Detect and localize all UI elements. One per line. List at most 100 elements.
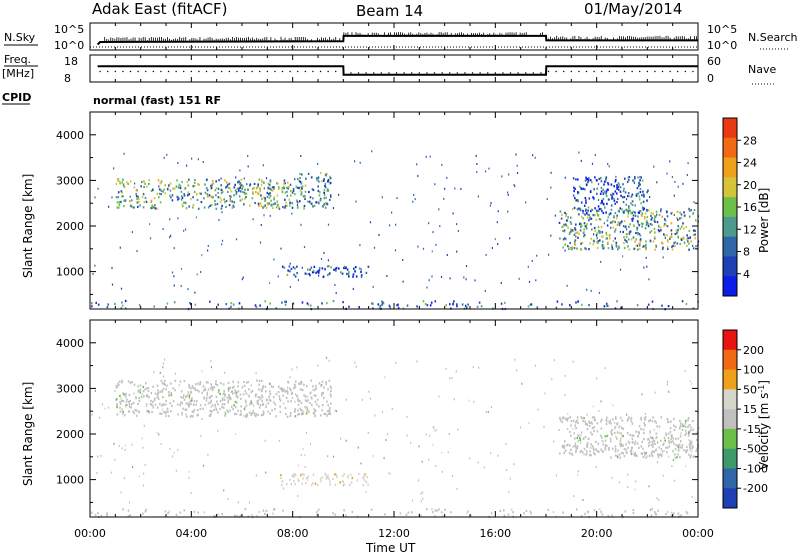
data-cell [429,155,431,158]
data-cell [323,412,325,415]
data-cell [674,241,676,244]
data-cell [144,196,147,200]
data-cell [693,455,696,458]
data-cell [245,192,248,195]
data-cell [180,268,183,270]
data-cell [614,230,616,233]
data-cell [237,385,239,388]
date-title: 01/May/2014 [584,0,682,18]
data-cell [179,404,182,407]
data-cell [630,212,632,215]
data-cell [559,419,562,422]
data-cell [569,241,571,245]
data-cell [338,193,340,196]
data-cell [416,163,418,166]
data-cell [686,446,688,449]
data-cell [426,508,428,511]
data-cell [239,393,242,396]
data-cell [250,391,252,394]
data-cell [595,465,597,468]
data-cell [91,302,93,305]
data-cell [681,300,684,303]
data-cell [663,436,666,439]
data-cell [649,231,651,234]
data-cell [602,202,605,205]
data-cell [183,398,186,401]
data-cell [643,417,646,420]
data-cell [310,443,312,446]
data-cell [683,211,685,214]
data-cell [573,186,575,189]
data-cell [611,195,613,198]
data-cell [555,474,557,477]
data-cell [312,197,314,200]
data-cell [182,396,184,399]
data-cell [609,221,612,224]
data-cell [615,241,618,244]
data-cell [246,183,248,186]
data-cell [692,247,695,250]
data-cell [614,212,617,215]
data-cell [167,410,169,413]
data-cell [499,509,501,513]
colorbar-tick-label: 200 [743,344,764,357]
data-cell [636,304,639,307]
data-cell [579,229,582,232]
data-cell [318,267,321,270]
data-cell [691,495,693,498]
data-cell [162,387,165,390]
data-cell [330,386,332,390]
data-cell [649,223,652,226]
data-cell [138,197,140,201]
data-cell [294,178,296,181]
colorbar-segment [723,157,737,178]
data-cell [249,204,251,207]
data-cell [111,283,114,286]
data-cell [630,420,633,423]
data-cell [618,453,621,456]
data-cell [436,509,438,512]
data-cell [265,405,267,408]
data-cell [666,215,669,218]
data-cell [627,211,630,214]
data-cell [635,244,638,247]
data-cell [639,176,641,179]
data-cell [323,178,325,181]
data-cell [207,453,209,456]
data-cell [237,390,240,393]
data-cell [607,247,610,250]
data-cell [312,412,315,415]
data-cell [240,178,243,181]
data-cell [570,216,572,219]
data-cell [667,305,670,308]
data-cell [201,370,203,373]
data-cell [169,236,171,239]
data-cell [643,451,646,454]
data-cell [119,410,122,413]
data-cell [114,458,116,461]
data-cell [644,424,646,427]
data-cell [329,194,332,197]
data-cell [329,480,331,483]
x-tick-label: 04:00 [175,527,207,540]
data-cell [434,429,436,432]
data-cell [284,206,286,209]
data-cell [306,302,309,305]
data-cell [162,228,164,231]
data-cell [129,514,132,517]
data-cell [300,155,302,157]
data-cell [685,465,687,468]
data-cell [426,304,429,307]
data-cell [135,195,138,198]
data-cell [284,303,287,306]
data-cell [478,366,480,369]
data-cell [287,181,289,184]
data-cell [572,360,574,363]
colorbar-segment [723,409,737,430]
data-cell [157,389,159,392]
data-cell [456,250,458,253]
data-cell [167,512,169,515]
data-cell [588,424,591,427]
data-cell [209,300,211,303]
data-cell [593,449,595,452]
